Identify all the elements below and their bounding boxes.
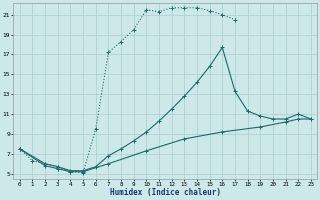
X-axis label: Humidex (Indice chaleur): Humidex (Indice chaleur) — [110, 188, 221, 197]
